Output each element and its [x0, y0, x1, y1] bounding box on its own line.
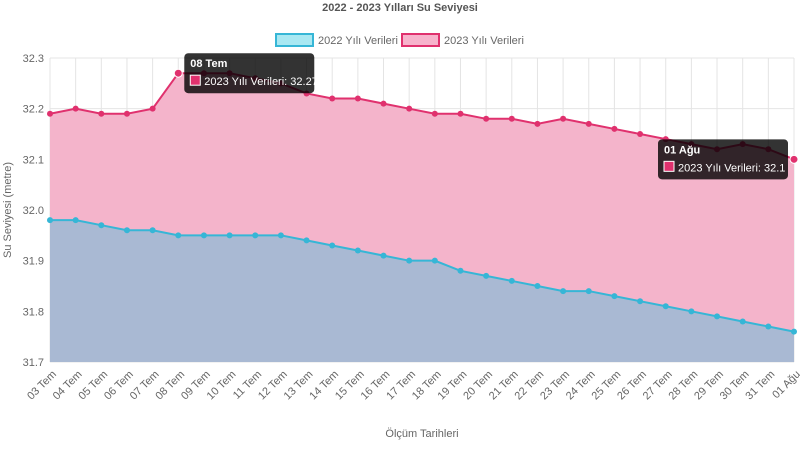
- y-tick-label: 32.1: [23, 154, 44, 166]
- legend-swatch-1: [401, 33, 440, 47]
- tooltip-marker: [173, 68, 183, 78]
- legend-label-1: 2023 Yılı Verileri: [444, 35, 524, 47]
- data-point-series-1: [457, 110, 464, 117]
- data-point-series-0: [98, 222, 105, 229]
- data-point-series-1: [329, 95, 336, 102]
- data-point-series-0: [791, 328, 797, 335]
- y-tick-label: 31.8: [23, 306, 44, 318]
- area-series-0: [50, 220, 794, 362]
- y-axis-label: Su Seviyesi (metre): [2, 162, 14, 258]
- data-point-series-0: [457, 267, 464, 274]
- data-point-series-0: [508, 277, 515, 284]
- tooltip-label: 2023 Yılı Verileri: 32.1: [678, 162, 785, 174]
- data-point-series-0: [303, 237, 310, 244]
- y-tick-label: 31.9: [23, 256, 44, 268]
- data-point-series-0: [714, 313, 721, 320]
- data-point-series-1: [123, 110, 130, 117]
- data-point-series-0: [277, 232, 284, 239]
- x-tick-label: 10 Tem: [205, 368, 239, 402]
- x-tick-label: 31 Tem: [743, 368, 777, 402]
- data-point-series-1: [585, 120, 592, 127]
- tooltip-swatch: [189, 74, 201, 86]
- data-point-series-1: [72, 105, 79, 112]
- data-point-series-0: [739, 318, 746, 325]
- tooltip-title: 08 Tem: [190, 58, 227, 70]
- tooltip-box: [184, 53, 315, 94]
- data-point-series-1: [354, 95, 361, 102]
- data-point-series-1: [98, 110, 105, 117]
- data-point-series-1: [380, 100, 387, 107]
- tooltip-title: 01 Ağu: [664, 144, 700, 156]
- tooltip-swatch: [663, 160, 675, 172]
- data-point-series-1: [431, 110, 438, 117]
- data-point-series-0: [534, 283, 541, 289]
- data-point-series-0: [765, 323, 772, 330]
- legend-label-0: 2022 Yılı Verileri: [318, 35, 398, 47]
- data-point-series-1: [483, 115, 490, 122]
- data-point-series-0: [226, 232, 233, 239]
- y-tick-label: 32.3: [23, 53, 44, 65]
- data-point-series-1: [637, 131, 644, 137]
- y-tick-label: 32.0: [23, 205, 44, 217]
- x-tick-label: 01 Ağu: [770, 368, 800, 401]
- data-point-series-0: [149, 227, 156, 234]
- x-axis-label: Ölçüm Tarihleri: [385, 428, 458, 440]
- data-point-series-0: [688, 308, 695, 315]
- data-point-series-0: [47, 217, 53, 224]
- tooltip-label: 2023 Yılı Verileri: 32.27: [204, 76, 318, 88]
- data-point-series-0: [380, 252, 387, 259]
- data-point-series-0: [431, 257, 438, 264]
- data-point-series-0: [354, 247, 361, 254]
- data-point-series-0: [72, 217, 79, 224]
- y-axis-ticks: 31.7 31.8 31.9 32.0 32.1 32.2 32.3: [23, 53, 44, 369]
- data-point-series-1: [611, 125, 618, 132]
- series-areas: [50, 73, 794, 362]
- data-point-series-1: [149, 105, 156, 112]
- data-point-series-0: [611, 293, 618, 300]
- data-point-series-1: [560, 115, 567, 122]
- y-tick-label: 31.7: [23, 357, 44, 369]
- data-point-series-1: [508, 115, 515, 122]
- data-point-series-0: [585, 288, 592, 295]
- data-point-series-1: [534, 120, 541, 127]
- data-point-series-1: [47, 110, 53, 117]
- chart-title: 2022 - 2023 Yılları Su Seviyesi: [322, 2, 478, 14]
- data-point-series-0: [483, 272, 490, 279]
- data-point-series-0: [252, 232, 259, 239]
- data-point-series-0: [662, 303, 669, 310]
- data-point-series-0: [329, 242, 336, 249]
- y-tick-label: 32.2: [23, 104, 44, 116]
- data-point-series-1: [406, 105, 413, 112]
- data-point-series-0: [637, 298, 644, 305]
- line-series-0: [50, 219, 795, 333]
- legend: 2022 Yılı Verileri 2023 Yılı Verileri: [275, 33, 524, 47]
- data-point-series-0: [560, 288, 567, 295]
- data-point-series-0: [175, 232, 182, 239]
- tooltip-marker: [789, 154, 799, 164]
- tooltips: 08 Tem 2023 Yılı Verileri: 32.27 01 Ağu 202…: [173, 53, 799, 180]
- data-point-series-0: [200, 232, 207, 239]
- data-point-series-0: [123, 227, 130, 234]
- tooltip-box: [658, 139, 788, 180]
- legend-swatch-0: [275, 33, 314, 47]
- data-point-series-0: [406, 257, 413, 264]
